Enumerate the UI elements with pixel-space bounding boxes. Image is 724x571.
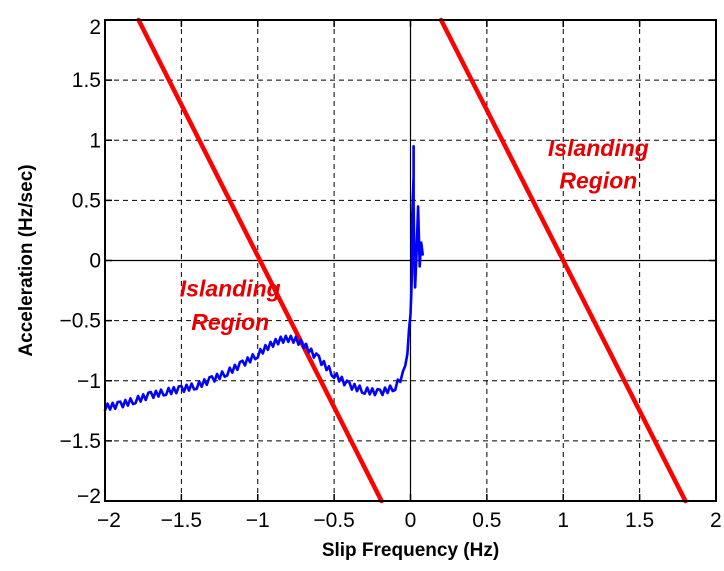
tick-labels: −2 −1.5 −1 −0.5 0 0.5 1 1.5 2 −2 −1.5 −1 −0.5 0 0.5 1 1.… (60, 16, 722, 532)
plot-series (103, 17, 688, 504)
x-tick-label: 0 (405, 509, 417, 532)
annotation-label: Islanding (180, 276, 281, 302)
x-tick-label: 1.5 (625, 509, 654, 532)
x-tick-label: −0.5 (313, 509, 354, 532)
x-tick-label: −2 (97, 509, 121, 532)
series-line-2 (438, 17, 688, 504)
y-tick-label: −0.5 (60, 310, 101, 333)
y-tick-label: −1 (77, 370, 101, 393)
y-tick-label: 1.5 (72, 69, 101, 92)
y-tick-label: −2 (77, 485, 101, 508)
y-tick-label: 0.5 (72, 189, 101, 212)
annotation-label: Islanding (548, 135, 649, 161)
y-tick-label: 1 (89, 129, 101, 152)
x-tick-label: 0.5 (472, 509, 501, 532)
x-tick-label: −1 (246, 509, 270, 532)
annotation-label: Region (559, 167, 637, 193)
zero-axis-lines (105, 20, 716, 501)
y-axis-label: Acceleration (Hz/sec) (16, 164, 37, 356)
series-line-1 (136, 17, 384, 504)
y-tick-label: 2 (89, 16, 101, 39)
annotations: Islanding Region Islanding Region (180, 135, 649, 335)
series-line-3 (103, 145, 424, 412)
x-tick-label: 2 (710, 509, 722, 532)
x-tick-label: −1.5 (161, 509, 202, 532)
x-tick-label: 1 (557, 509, 569, 532)
y-tick-label: 0 (89, 250, 101, 273)
annotation-label: Region (191, 309, 269, 335)
x-axis-label: Slip Frequency (Hz) (322, 540, 499, 561)
y-tick-label: −1.5 (60, 430, 101, 453)
